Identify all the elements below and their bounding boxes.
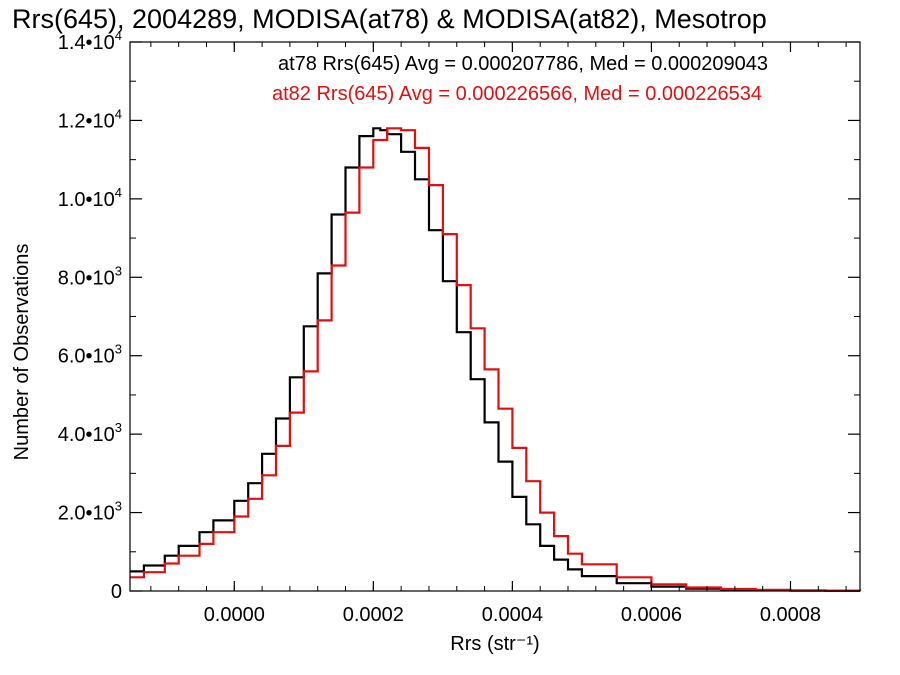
x-tick-label: 0.0002 — [343, 604, 404, 626]
y-tick-label: 1.4•104 — [58, 28, 122, 54]
plot-frame — [129, 41, 861, 592]
y-tick-label: 2.0•103 — [58, 499, 122, 525]
y-tick-label: 0 — [111, 581, 122, 603]
series-at82-line — [130, 127, 862, 592]
y-tick-label: 4.0•103 — [58, 420, 122, 446]
legend-entry-at82: at82 Rrs(645) Avg = 0.000226566, Med = 0… — [272, 83, 762, 105]
x-tick-label: 0.0004 — [482, 604, 543, 626]
y-tick-label: 8.0•103 — [58, 263, 122, 289]
axis-layer: 0.0000 0.0002 0.0004 0.0006 0.0008 0 2.0•103 4.… — [58, 28, 861, 626]
y-axis-label-group: Number of Observations — [11, 244, 33, 461]
series-at78-line — [130, 127, 862, 592]
chart-title: Rrs(645), 2004289, MODISA(at78) & MODISA… — [12, 4, 767, 34]
y-tick-label: 6.0•103 — [58, 342, 122, 368]
y-axis-label: Number of Observations — [11, 244, 33, 461]
y-tick-label: 1.2•104 — [58, 106, 122, 132]
y-tick-label: 1.0•104 — [58, 185, 122, 211]
legend-entry-at78: at78 Rrs(645) Avg = 0.000207786, Med = 0… — [278, 53, 768, 75]
x-tick-label: 0.0006 — [621, 604, 682, 626]
x-tick-label: 0.0000 — [204, 604, 265, 626]
x-tick-label: 0.0008 — [760, 604, 821, 626]
plot-layer — [130, 127, 862, 592]
x-axis-label: Rrs (str⁻¹) — [450, 633, 539, 655]
